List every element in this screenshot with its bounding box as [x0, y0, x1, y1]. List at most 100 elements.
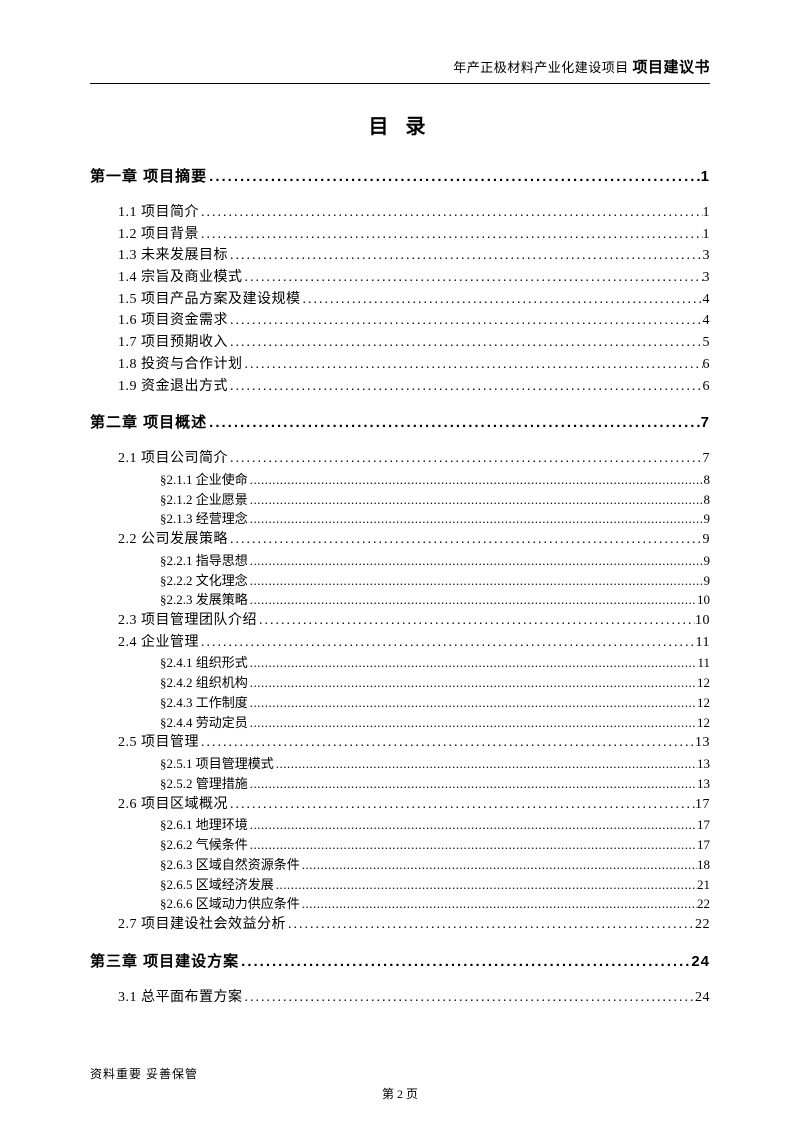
toc-section-row: 1.5 项目产品方案及建设规模 4 — [118, 289, 710, 311]
toc-leader-dots — [274, 754, 697, 774]
toc-subsection-label: §2.2.2 文化理念 — [160, 571, 248, 591]
toc-leader-dots — [228, 245, 703, 267]
page-number: 第 2 页 — [0, 1085, 800, 1102]
toc-leader-dots — [300, 855, 697, 875]
toc-subsection-page: 11 — [697, 653, 710, 673]
toc-leader-dots — [274, 875, 697, 895]
toc-chapter-label: 第三章 项目建设方案 — [90, 950, 239, 971]
toc-subsection-label: §2.6.5 区域经济发展 — [160, 875, 274, 895]
toc-subsection-page: 18 — [697, 855, 710, 875]
toc-subsection-page: 22 — [697, 894, 710, 914]
toc-chapter-row: 第三章 项目建设方案 24 — [90, 950, 710, 971]
toc-leader-dots — [228, 332, 703, 354]
toc-leader-dots — [248, 571, 704, 591]
toc-leader-dots — [243, 267, 703, 289]
toc-section-label: 1.5 项目产品方案及建设规模 — [118, 289, 301, 311]
toc-subsection-page: 13 — [697, 754, 710, 774]
toc-subsection-label: §2.4.1 组织形式 — [160, 653, 248, 673]
toc-leader-dots — [228, 794, 695, 816]
toc-section-row: 2.1 项目公司简介7 — [118, 448, 710, 470]
toc-leader-dots — [248, 470, 704, 490]
toc-subsection-label: §2.6.2 气候条件 — [160, 835, 248, 855]
toc-section-row: 2.5 项目管理13 — [118, 732, 710, 754]
toc-section-label: 1.9 资金退出方式 — [118, 376, 228, 398]
toc-section-page: 6 — [703, 354, 711, 376]
toc-subsection-label: §2.2.3 发展策略 — [160, 590, 248, 610]
toc-section-label: 1.2 项目背景 — [118, 224, 199, 246]
toc-section-label: 1.8 投资与合作计划 — [118, 354, 243, 376]
toc-leader-dots — [248, 490, 704, 510]
toc-subsection-row: §2.4.1 组织形式 11 — [160, 653, 710, 673]
toc-leader-dots — [248, 693, 697, 713]
toc-subsection-row: §2.1.2 企业愿景8 — [160, 490, 710, 510]
toc-leader-dots — [207, 414, 700, 431]
toc-subsection-row: §2.6.6 区域动力供应条件22 — [160, 894, 710, 914]
toc-subsection-label: §2.2.1 指导思想 — [160, 551, 248, 571]
toc-section-row: 3.1 总平面布置方案 24 — [118, 987, 710, 1009]
toc-subsection-row: §2.1.1 企业使命8 — [160, 470, 710, 490]
toc-section-label: 2.6 项目区域概况 — [118, 794, 228, 816]
toc-subsection-page: 12 — [697, 693, 710, 713]
toc-chapter-row: 第二章 项目概述 7 — [90, 411, 710, 432]
toc-section-label: 2.2 公司发展策略 — [118, 529, 228, 551]
toc-subsection-page: 17 — [697, 815, 710, 835]
toc-leader-dots — [199, 224, 703, 246]
toc-section-page: 3 — [703, 245, 711, 267]
toc-leader-dots — [199, 632, 696, 654]
toc-section-label: 1.1 项目简介 — [118, 202, 199, 224]
toc-subsection-row: §2.2.3 发展策略 10 — [160, 590, 710, 610]
toc-subsection-page: 12 — [697, 673, 710, 693]
toc-section-label: 1.3 未来发展目标 — [118, 245, 228, 267]
toc-section-row: 1.1 项目简介 1 — [118, 202, 710, 224]
toc-chapter-page: 1 — [701, 168, 710, 185]
toc-section-page: 9 — [703, 529, 711, 551]
toc-subsection-page: 8 — [704, 490, 711, 510]
toc-chapter-page: 7 — [701, 414, 710, 431]
toc-subsection-row: §2.6.1 地理环境 17 — [160, 815, 710, 835]
toc-section-label: 3.1 总平面布置方案 — [118, 987, 243, 1009]
toc-subsection-label: §2.4.3 工作制度 — [160, 693, 248, 713]
toc-section-label: 1.4 宗旨及商业模式 — [118, 267, 243, 289]
toc-leader-dots — [239, 953, 691, 970]
toc-section-row: 2.2 公司发展策略 9 — [118, 529, 710, 551]
toc-leader-dots — [248, 673, 697, 693]
toc-subsection-label: §2.5.1 项目管理模式 — [160, 754, 274, 774]
toc-section-page: 13 — [695, 732, 710, 754]
toc-chapter-page: 24 — [691, 953, 710, 970]
toc-subsection-page: 9 — [704, 551, 711, 571]
toc-subsection-page: 8 — [704, 470, 711, 490]
toc-section-label: 2.3 项目管理团队介绍 — [118, 610, 257, 632]
toc-subsection-page: 17 — [697, 835, 710, 855]
toc-section-row: 1.8 投资与合作计划 6 — [118, 354, 710, 376]
header-title: 项目建议书 — [632, 60, 710, 76]
toc-leader-dots — [243, 354, 703, 376]
toc-section-page: 4 — [703, 289, 711, 311]
toc-leader-dots — [248, 653, 698, 673]
toc-subsection-label: §2.6.1 地理环境 — [160, 815, 248, 835]
toc-leader-dots — [257, 610, 695, 632]
toc-section-row: 2.7 项目建设社会效益分析22 — [118, 914, 710, 936]
toc-section-label: 2.7 项目建设社会效益分析 — [118, 914, 286, 936]
toc-subsection-label: §2.6.3 区域自然资源条件 — [160, 855, 300, 875]
toc-subsection-row: §2.4.4 劳动定员12 — [160, 713, 710, 733]
toc-chapter-label: 第一章 项目摘要 — [90, 165, 207, 186]
header-subtitle: 年产正极材料产业化建设项目 — [453, 60, 629, 75]
toc-leader-dots — [286, 914, 695, 936]
toc-leader-dots — [199, 202, 703, 224]
toc-subsection-label: §2.5.2 管理措施 — [160, 774, 248, 794]
toc-subsection-row: §2.5.2 管理措施13 — [160, 774, 710, 794]
toc-section-row: 1.3 未来发展目标 3 — [118, 245, 710, 267]
toc-leader-dots — [248, 590, 697, 610]
toc-section-page: 6 — [703, 376, 711, 398]
toc-subsection-page: 10 — [697, 590, 710, 610]
toc-leader-dots — [228, 448, 703, 470]
toc-section-page: 1 — [703, 202, 711, 224]
toc-leader-dots — [243, 987, 696, 1009]
toc-subsection-label: §2.1.3 经营理念 — [160, 509, 248, 529]
table-of-contents: 第一章 项目摘要11.1 项目简介11.2 项目背景11.3 未来发展目标31.… — [90, 165, 710, 1008]
toc-section-page: 24 — [695, 987, 710, 1009]
toc-section-row: 2.3 项目管理团队介绍10 — [118, 610, 710, 632]
toc-leader-dots — [300, 894, 697, 914]
toc-chapter-label: 第二章 项目概述 — [90, 411, 207, 432]
toc-leader-dots — [228, 529, 703, 551]
